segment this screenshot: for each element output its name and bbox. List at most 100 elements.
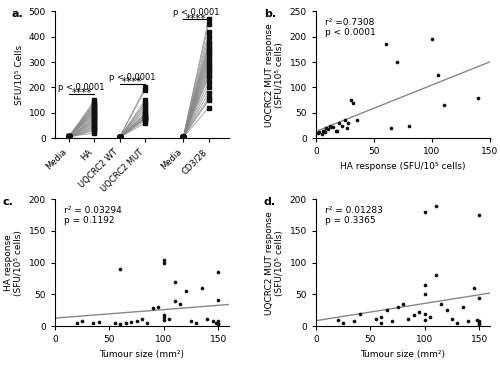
Point xyxy=(127,320,135,326)
Point xyxy=(432,202,440,208)
Point xyxy=(144,320,152,326)
Text: p < 0.0001: p < 0.0001 xyxy=(172,8,219,17)
Point xyxy=(440,102,448,108)
Point xyxy=(192,320,200,326)
Point xyxy=(320,128,328,134)
Point xyxy=(138,316,146,322)
Text: r² =0.7308
p < 0.0001: r² =0.7308 p < 0.0001 xyxy=(324,18,376,37)
Point xyxy=(326,123,334,129)
Point xyxy=(475,295,483,301)
Point xyxy=(73,320,81,326)
Point xyxy=(410,312,418,318)
Point xyxy=(339,320,347,326)
Point xyxy=(344,120,352,126)
Point xyxy=(160,260,168,266)
Point xyxy=(318,131,326,137)
Point xyxy=(324,126,332,132)
Point xyxy=(333,128,341,134)
Point xyxy=(421,291,429,297)
Point xyxy=(475,212,483,218)
Point xyxy=(454,320,462,326)
Point xyxy=(405,123,413,129)
Point xyxy=(442,308,450,314)
Point xyxy=(356,310,364,316)
Point xyxy=(421,282,429,288)
Text: ****: **** xyxy=(72,88,92,98)
Point xyxy=(399,301,407,307)
Point xyxy=(416,309,424,315)
Point xyxy=(89,320,97,326)
Text: r² = 0.03294
p = 0.1192: r² = 0.03294 p = 0.1192 xyxy=(64,206,122,225)
X-axis label: Tumour size (mm²): Tumour size (mm²) xyxy=(360,350,446,359)
Point xyxy=(165,316,173,322)
Point xyxy=(344,125,351,131)
Point xyxy=(432,273,440,279)
Text: ****: **** xyxy=(186,14,206,24)
Point xyxy=(214,297,222,303)
Point xyxy=(214,321,222,327)
Point xyxy=(393,59,401,65)
Point xyxy=(404,316,412,322)
Y-axis label: SFU/10⁵ Cells: SFU/10⁵ Cells xyxy=(14,45,23,105)
Point xyxy=(149,306,157,312)
Y-axis label: UQCRC2 MUT response
(SFU/10⁵ cells): UQCRC2 MUT response (SFU/10⁵ cells) xyxy=(265,211,284,315)
Point xyxy=(122,320,130,326)
Point xyxy=(203,316,211,322)
Point xyxy=(352,117,360,123)
Text: r² = 0.01283
p = 0.3365: r² = 0.01283 p = 0.3365 xyxy=(324,206,382,225)
Text: b.: b. xyxy=(264,9,276,19)
Point xyxy=(330,124,338,130)
Point xyxy=(474,94,482,100)
Point xyxy=(475,320,483,326)
Point xyxy=(338,123,345,129)
Point xyxy=(176,301,184,307)
Point xyxy=(78,318,86,324)
Point xyxy=(332,128,340,134)
Point xyxy=(170,279,178,285)
Point xyxy=(421,317,429,323)
Y-axis label: UQCRC2 MUT response
(SFU/10⁵ cells): UQCRC2 MUT response (SFU/10⁵ cells) xyxy=(265,23,284,127)
Point xyxy=(448,316,456,322)
Point xyxy=(154,304,162,310)
Point xyxy=(111,320,119,326)
Point xyxy=(322,125,330,131)
Point xyxy=(388,125,396,131)
Point xyxy=(341,117,349,123)
Point xyxy=(350,318,358,324)
Point xyxy=(116,321,124,327)
Point xyxy=(94,319,102,325)
Point xyxy=(208,318,216,324)
Point xyxy=(464,318,472,324)
Point xyxy=(327,124,335,130)
X-axis label: HA response (SFU/10⁵ cells): HA response (SFU/10⁵ cells) xyxy=(340,162,466,171)
Point xyxy=(372,316,380,322)
Text: ****: **** xyxy=(122,78,142,87)
Point xyxy=(160,314,168,320)
Point xyxy=(198,285,206,291)
Point xyxy=(212,320,220,326)
Point xyxy=(428,36,436,42)
Point xyxy=(335,120,343,126)
Point xyxy=(421,209,429,215)
Point xyxy=(378,320,386,326)
Point xyxy=(434,72,442,78)
Text: p < 0.0001: p < 0.0001 xyxy=(109,73,156,82)
Point xyxy=(475,318,483,324)
Point xyxy=(316,129,324,135)
Point xyxy=(314,130,322,136)
Point xyxy=(394,304,402,310)
Text: d.: d. xyxy=(264,197,276,207)
Point xyxy=(421,310,429,316)
Point xyxy=(182,288,190,294)
Point xyxy=(214,318,222,324)
Text: p < 0.0001: p < 0.0001 xyxy=(58,83,105,92)
Point xyxy=(388,318,396,324)
Point xyxy=(160,256,168,262)
X-axis label: Tumour size (mm²): Tumour size (mm²) xyxy=(100,350,184,359)
Point xyxy=(475,321,483,327)
Text: a.: a. xyxy=(12,9,24,19)
Point xyxy=(334,317,342,323)
Point xyxy=(187,318,195,324)
Point xyxy=(132,318,140,324)
Point xyxy=(116,266,124,272)
